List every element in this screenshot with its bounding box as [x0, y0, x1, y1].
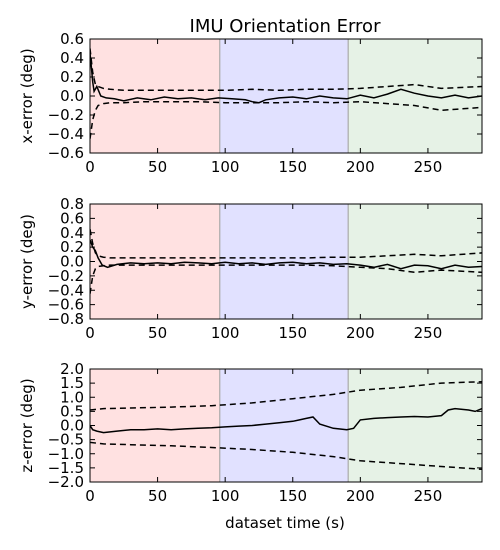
y-tick-label: −0.4	[48, 281, 84, 299]
y-tick-label: 0.5	[60, 402, 84, 420]
x-axis-label: dataset time (s)	[225, 514, 345, 532]
x-tick-label: 50	[148, 324, 167, 342]
y-axis-label: y-error (deg)	[18, 214, 36, 309]
x-tick-label: 200	[346, 158, 375, 176]
region-band-1	[90, 39, 220, 153]
panel-3: 0 50 100 150 200 250 −2.0−1.5−1.0−0.50.00.51.0…	[18, 360, 483, 505]
x-tick-label: 0	[85, 158, 95, 176]
x-tick-label: 150	[278, 324, 307, 342]
region-band-3	[348, 204, 482, 319]
x-tick-label: 200	[346, 324, 375, 342]
y-tick-label: 0.6	[60, 209, 84, 227]
bound-line-3-2	[90, 380, 482, 411]
y-tick-label: −0.5	[48, 431, 84, 449]
region-band-1	[90, 369, 220, 482]
x-tick-label: 200	[346, 487, 375, 505]
y-tick-label: 0.8	[60, 195, 84, 213]
x-tick-label: 100	[211, 487, 240, 505]
y-tick-label: −0.8	[48, 310, 84, 328]
y-tick-label: −1.5	[48, 459, 84, 477]
y-tick-label: 1.0	[60, 388, 84, 406]
x-tick-label: 250	[414, 487, 443, 505]
y-tick-label: 0.2	[60, 238, 84, 256]
region-band-2	[219, 204, 349, 319]
y-tick-label: −0.6	[48, 144, 84, 162]
x-tick-label: 250	[414, 158, 443, 176]
x-tick-label: 150	[278, 487, 307, 505]
panel-1: 0 50 100 150 200 250 −0.6−0.4−0.20.00.20.40.6 x…	[18, 30, 483, 176]
bound-line-2-2	[90, 229, 482, 259]
bound-line-2-3	[90, 264, 482, 294]
x-tick-label: 0	[85, 324, 95, 342]
error-line-1-1	[90, 53, 482, 104]
bound-line-3-3	[90, 441, 482, 471]
x-tick-label: 150	[278, 158, 307, 176]
x-tick-label: 250	[414, 324, 443, 342]
panels: 0 50 100 150 200 250−0.6−0.4−0.20.00.20.40.6x…	[18, 30, 483, 505]
error-line-3-1	[90, 407, 482, 434]
y-tick-label: 0.4	[60, 49, 84, 67]
y-tick-label: −2.0	[48, 473, 84, 491]
y-tick-label: −0.6	[48, 296, 84, 314]
x-tick-label: 50	[148, 158, 167, 176]
y-tick-label: −0.2	[48, 106, 84, 124]
region-band-3	[348, 369, 482, 482]
y-tick-label: −0.4	[48, 125, 84, 143]
x-tick-label: 100	[211, 158, 240, 176]
y-tick-label: 0.2	[60, 68, 84, 86]
y-axis-label: x-error (deg)	[18, 48, 36, 143]
bound-line-1-3	[90, 100, 482, 139]
x-tick-label: 100	[211, 324, 240, 342]
y-tick-label: 1.5	[60, 374, 84, 392]
y-tick-label: −1.0	[48, 445, 84, 463]
y-tick-label: 0.0	[60, 253, 84, 271]
x-tick-label: 0	[85, 487, 95, 505]
region-band-2	[219, 39, 349, 153]
y-tick-label: 0.6	[60, 30, 84, 48]
error-line-2-1	[90, 239, 482, 270]
y-tick-label: 0.0	[60, 417, 84, 435]
y-axis-label: z-error (deg)	[18, 378, 36, 472]
panel-2: 0 50 100 150 200 250 −0.8−0.6−0.4−0.20.00.20.4…	[18, 195, 483, 342]
region-band-1	[90, 204, 220, 319]
y-tick-label: 2.0	[60, 360, 84, 378]
y-tick-label: 0.4	[60, 224, 84, 242]
x-tick-label: 50	[148, 487, 167, 505]
bound-line-1-2	[90, 48, 482, 92]
y-tick-label: 0.0	[60, 87, 84, 105]
y-tick-label: −0.2	[48, 267, 84, 285]
figure-title: IMU Orientation Error	[190, 16, 382, 37]
